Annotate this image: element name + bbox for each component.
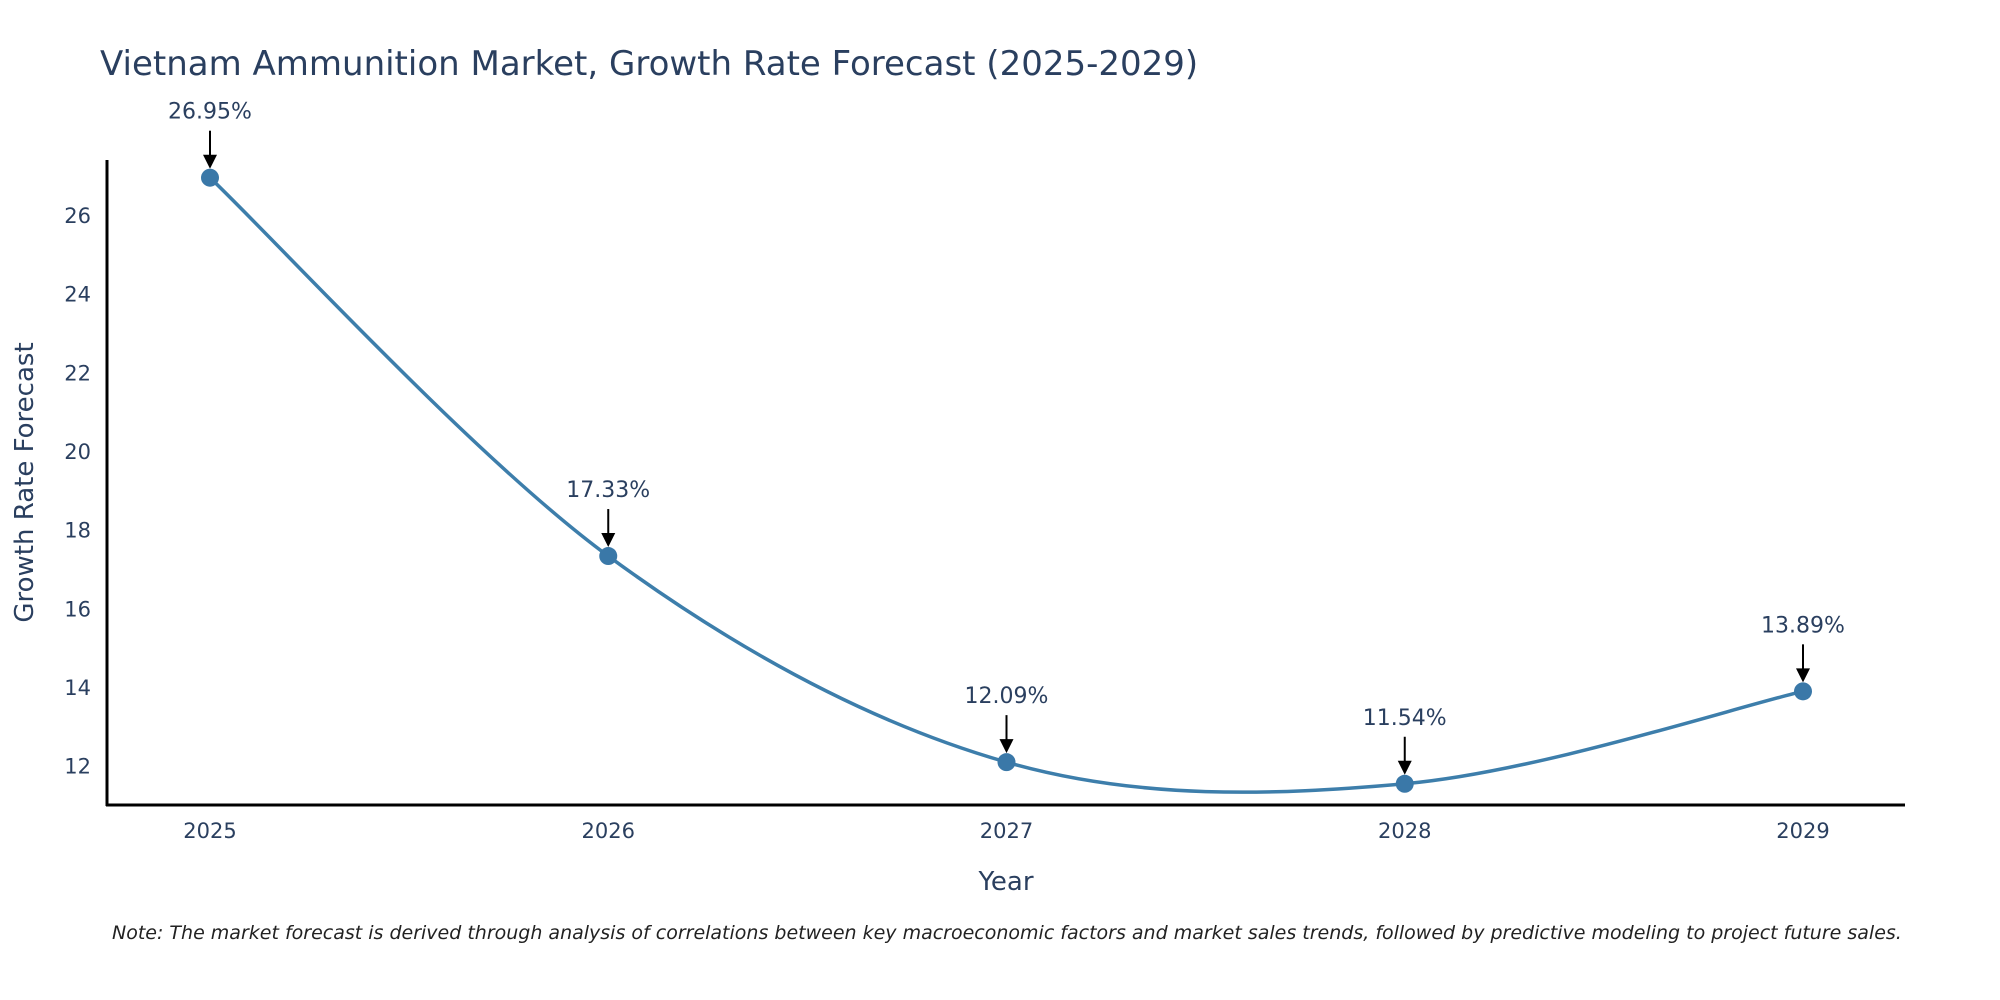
y-tick-label: 20	[64, 440, 91, 464]
y-tick-label: 26	[64, 204, 91, 228]
footnote: Note: The market forecast is derived thr…	[112, 922, 1902, 944]
y-tick-label: 22	[64, 361, 91, 385]
data-point-2027	[997, 753, 1016, 772]
data-label-2029: 13.89%	[1761, 613, 1845, 638]
annotation-arrow-head	[999, 739, 1014, 754]
data-point-2028	[1395, 774, 1414, 793]
y-tick-label: 14	[64, 676, 91, 700]
x-tick-label: 2026	[582, 819, 635, 843]
y-tick-label: 24	[64, 283, 91, 307]
data-point-2025	[201, 168, 219, 187]
series-line	[208, 176, 1804, 794]
y-tick-label: 16	[64, 597, 91, 621]
data-label-2026: 17.33%	[566, 478, 650, 503]
data-markers	[201, 168, 1812, 793]
annotation-arrow-head	[601, 533, 616, 548]
annotation-arrow-head	[1796, 668, 1810, 683]
chart-title: Vietnam Ammunition Market, Growth Rate F…	[100, 44, 1199, 84]
y-axis-ticks: 12 14 16 18 20 22 24 26	[64, 204, 91, 779]
y-axis-title: Growth Rate Forecast	[10, 342, 40, 622]
x-tick-label: 2025	[183, 819, 236, 843]
data-annotations: 26.95% 17.33% 12.09% 11.54% 13.89%	[168, 100, 1845, 775]
annotation-arrow-head	[1397, 760, 1412, 775]
data-point-2026	[599, 547, 618, 566]
y-tick-label: 18	[64, 519, 91, 543]
y-tick-label: 12	[64, 755, 91, 779]
x-axis-title: Year	[977, 867, 1033, 897]
data-label-2027: 12.09%	[965, 684, 1049, 709]
data-label-2028: 11.54%	[1363, 706, 1447, 731]
x-axis-ticks: 2025 2026 2027 2028 2029	[183, 819, 1829, 843]
x-tick-label: 2027	[980, 819, 1033, 843]
data-point-2029	[1794, 682, 1812, 701]
x-tick-label: 2029	[1776, 819, 1829, 843]
x-tick-label: 2028	[1378, 819, 1431, 843]
data-label-2025: 26.95%	[168, 100, 252, 125]
annotation-arrow-head	[203, 154, 217, 169]
